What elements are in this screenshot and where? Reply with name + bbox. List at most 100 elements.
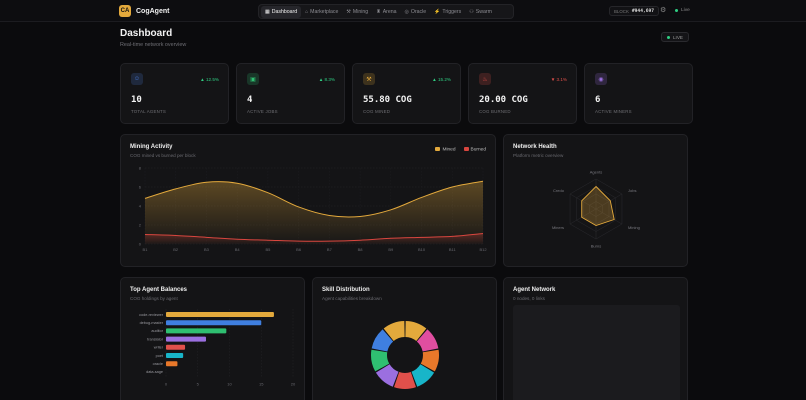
nav-item-label: Marketplace — [310, 8, 339, 15]
bar-oracle[interactable] — [166, 361, 178, 367]
x-tick-label: B2 — [173, 247, 179, 252]
x-tick-label: 10 — [227, 382, 232, 387]
live-label: Live — [681, 8, 690, 13]
mining-legend: Mined Burned — [435, 147, 486, 152]
bar-label: data-sage — [146, 370, 163, 374]
radar-axis-label: Credo — [553, 188, 565, 193]
nav-item-label: Mining — [352, 8, 369, 15]
stat-card-active-jobs[interactable]: ▣ ▲ 8.3% 4 ACTIVE JOBS — [236, 63, 345, 124]
stat-card-active-miners[interactable]: ◉ 6 ACTIVE MINERS — [584, 63, 693, 124]
donut-slice[interactable] — [371, 349, 390, 372]
x-tick-label: B11 — [449, 247, 457, 252]
stat-value: 20.00 COG — [479, 95, 528, 105]
stat-delta: ▲ 15.2% — [432, 77, 451, 82]
x-tick-label: 0 — [165, 382, 168, 387]
donut-slice[interactable] — [411, 364, 435, 387]
pickaxe-icon: ⚒ — [363, 73, 375, 85]
logo-mark: CA — [119, 5, 131, 17]
y-tick-label: 0 — [139, 242, 142, 247]
y-tick-label: 4 — [139, 204, 142, 209]
block-label: BLOCK — [614, 8, 629, 14]
nav-item-label: Oracle — [410, 8, 427, 15]
top-bar: CA CogAgent ▦ Dashboard ⌂ Marketplace ⚒ Minin… — [0, 0, 806, 22]
bar-writer[interactable] — [166, 344, 186, 350]
bar-label: oracle — [153, 362, 163, 366]
nav-item-oracle[interactable]: ◎ Oracle — [401, 6, 431, 18]
radar-axis-label: Mining — [628, 225, 640, 230]
skills-subtitle: Agent capabilities breakdown — [322, 296, 382, 301]
bar-translator[interactable] — [166, 336, 207, 342]
balances-title: Top Agent Balances — [130, 287, 188, 293]
donut-slice[interactable] — [383, 321, 405, 341]
nav-item-dashboard[interactable]: ▦ Dashboard — [261, 5, 302, 18]
series-line-burned — [144, 233, 484, 242]
bar-poet[interactable] — [166, 353, 184, 358]
x-tick-label: B6 — [296, 247, 302, 252]
bar-label: writer — [154, 346, 164, 350]
donut-slice[interactable] — [405, 321, 427, 341]
stat-card-total-agents[interactable]: ☺ ▲ 12.5% 10 TOTAL AGENTS — [120, 63, 229, 124]
x-tick-label: B9 — [388, 247, 394, 252]
skills-title: Skill Distribution — [322, 287, 370, 293]
legend-mined-label: Mined — [442, 147, 456, 153]
bar-code-reviewer[interactable] — [166, 312, 274, 317]
radar-series — [581, 185, 615, 226]
legend-burned-swatch — [463, 147, 469, 151]
app-logo[interactable]: CA CogAgent — [119, 5, 169, 17]
series-line-mined — [144, 180, 484, 218]
bar-debug-master[interactable] — [166, 320, 262, 326]
stat-value: 55.80 COG — [363, 95, 412, 105]
nav-item-label: Dashboard — [271, 8, 298, 15]
stat-value: 6 — [595, 95, 601, 105]
live-badge: LIVE — [661, 32, 689, 42]
nav-item-triggers[interactable]: ⚡ Triggers — [430, 6, 465, 18]
nav-item-mining[interactable]: ⚒ Mining — [342, 6, 372, 18]
stat-value: 4 — [247, 95, 253, 105]
agent-network-card: Agent Network 0 nodes, 0 links — [503, 277, 688, 400]
legend-mined-swatch — [435, 147, 441, 151]
donut-slice[interactable] — [371, 329, 394, 352]
nav-swarm-icon: ⚇ — [469, 8, 474, 15]
stat-label: COG BURNED — [479, 109, 511, 114]
series-area-mined — [145, 181, 483, 244]
nav-item-arena[interactable]: ♜ Arena — [372, 6, 400, 18]
stat-delta: ▲ 12.5% — [200, 77, 219, 82]
donut-slice[interactable] — [394, 372, 416, 389]
health-title: Network Health — [513, 144, 557, 150]
bar-label: translator — [147, 337, 164, 341]
radar-axis-label: Jobs — [628, 188, 636, 193]
health-radar-chart: Agents Jobs Mining Burns Miners Credo — [552, 170, 640, 249]
nav-item-swarm[interactable]: ⚇ Swarm — [465, 6, 496, 18]
radar-axis — [595, 193, 623, 210]
radar-axis-label: Miners — [552, 225, 564, 230]
stat-card-cog-mined[interactable]: ⚒ ▲ 15.2% 55.80 COG COG MINED — [352, 63, 461, 124]
stat-label: ACTIVE JOBS — [247, 109, 278, 114]
block-number: #944,697 — [631, 8, 655, 14]
y-tick-label: 8 — [139, 166, 142, 171]
radar-axis — [569, 208, 597, 225]
network-graph-canvas[interactable] — [513, 305, 680, 400]
radar-axis-label: Agents — [590, 170, 602, 175]
nav-dashboard-icon: ▦ — [265, 8, 270, 15]
skills-donut-chart — [371, 321, 439, 389]
bar-label: debug-master — [140, 321, 164, 325]
nav-item-marketplace[interactable]: ⌂ Marketplace — [301, 6, 342, 18]
stat-card-cog-burned[interactable]: ♨ ▼ 3.1% 20.00 COG COG BURNED — [468, 63, 577, 124]
y-tick-label: 6 — [139, 185, 142, 190]
donut-slice[interactable] — [416, 329, 439, 352]
donut-slice[interactable] — [420, 349, 439, 372]
stat-delta: ▲ 8.3% — [318, 77, 335, 82]
skill-distribution-card: Skill Distribution Agent capabilities br… — [312, 277, 497, 400]
x-tick-label: B1 — [143, 247, 149, 252]
nav-item-label: Triggers — [442, 8, 462, 15]
users-icon: ☺ — [131, 73, 143, 85]
donut-slice[interactable] — [375, 364, 399, 387]
bar-label: poet — [156, 354, 164, 358]
settings-icon[interactable]: ⚙ — [660, 7, 667, 14]
stat-label: ACTIVE MINERS — [595, 109, 632, 114]
bar-auditor[interactable] — [166, 328, 227, 334]
balances-bar-chart: 0 5 10 15 20 code-reviewer debug-master auditor… — [139, 309, 296, 387]
x-tick-label: 5 — [197, 382, 200, 387]
nav-triggers-icon: ⚡ — [434, 8, 441, 15]
nav-item-label: Swarm — [475, 8, 492, 15]
